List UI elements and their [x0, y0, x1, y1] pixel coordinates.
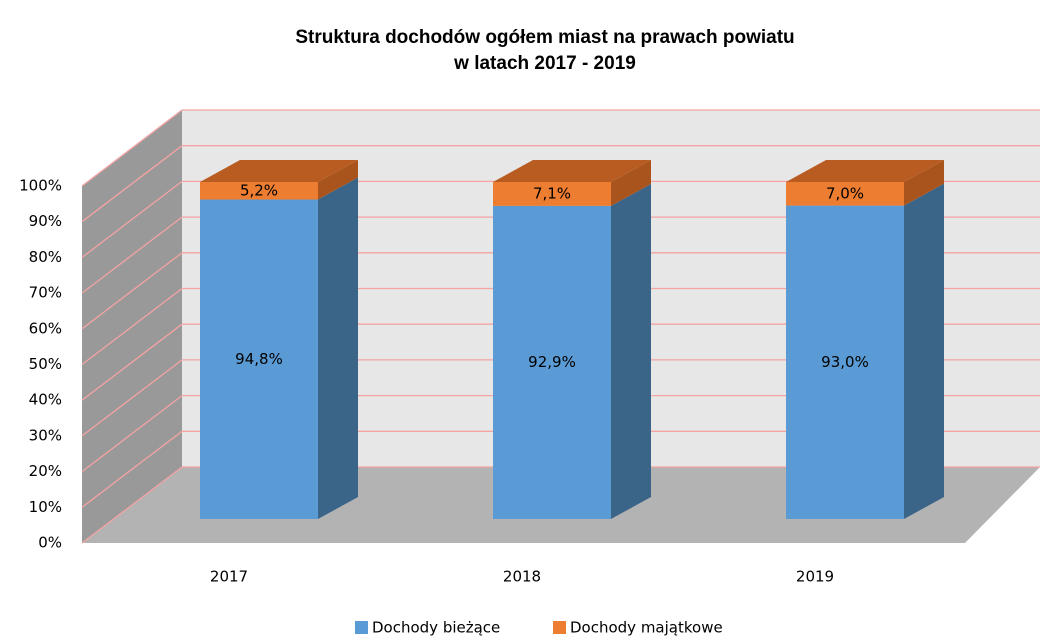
- grid-line: [81, 252, 183, 330]
- chart-title: Struktura dochodów ogółem miast na prawa…: [295, 27, 794, 48]
- bar: [200, 182, 318, 200]
- data-label: 5,2%: [240, 181, 278, 199]
- y-tick-label: 50%: [29, 355, 62, 373]
- y-tick-label: 90%: [29, 212, 62, 230]
- grid-line: [81, 430, 183, 508]
- grid-line: [81, 180, 183, 258]
- bar-side: [611, 183, 651, 519]
- chart-title: w latach 2017 - 2019: [453, 53, 636, 74]
- bar: [493, 205, 611, 519]
- data-label: 93,0%: [821, 353, 869, 371]
- x-tick-label: 2017: [210, 568, 248, 586]
- bar-top: [200, 160, 358, 182]
- x-tick-label: 2019: [796, 568, 834, 586]
- bar-side: [318, 177, 358, 520]
- bar-side: [318, 160, 358, 200]
- grid-line: [81, 216, 183, 294]
- grid-line: [81, 395, 183, 473]
- data-label: 7,1%: [533, 184, 571, 202]
- data-label: 92,9%: [528, 353, 576, 371]
- y-tick-label: 60%: [29, 319, 62, 337]
- bar-side: [904, 160, 944, 206]
- y-tick-label: 100%: [19, 177, 62, 195]
- bar-side: [611, 160, 651, 206]
- bar-top: [786, 160, 944, 182]
- grid-line: [81, 145, 183, 223]
- y-tick-label: 0%: [38, 534, 62, 552]
- bar: [200, 199, 318, 520]
- grid-line: [81, 359, 183, 437]
- grid-line: [81, 109, 183, 187]
- y-tick-label: 70%: [29, 284, 62, 302]
- data-label: 94,8%: [235, 350, 283, 368]
- data-label: 7,0%: [826, 184, 864, 202]
- bar: [786, 182, 904, 206]
- legend-label: Dochody bieżące: [372, 619, 500, 637]
- x-tick-label: 2018: [503, 568, 541, 586]
- bar-side: [904, 183, 944, 519]
- legend-label: Dochody majątkowe: [570, 619, 723, 637]
- legend-swatch: [553, 621, 566, 634]
- y-tick-label: 30%: [29, 426, 62, 444]
- y-tick-label: 40%: [29, 391, 62, 409]
- grid-line: [81, 287, 183, 366]
- y-tick-label: 10%: [29, 498, 62, 516]
- y-tick-label: 20%: [29, 462, 62, 480]
- bar: [786, 205, 904, 519]
- grid-line: [81, 466, 183, 544]
- bar-top: [493, 160, 651, 182]
- legend-swatch: [355, 621, 368, 634]
- grid-line: [81, 323, 183, 401]
- bar: [493, 182, 611, 206]
- y-tick-label: 80%: [29, 248, 62, 266]
